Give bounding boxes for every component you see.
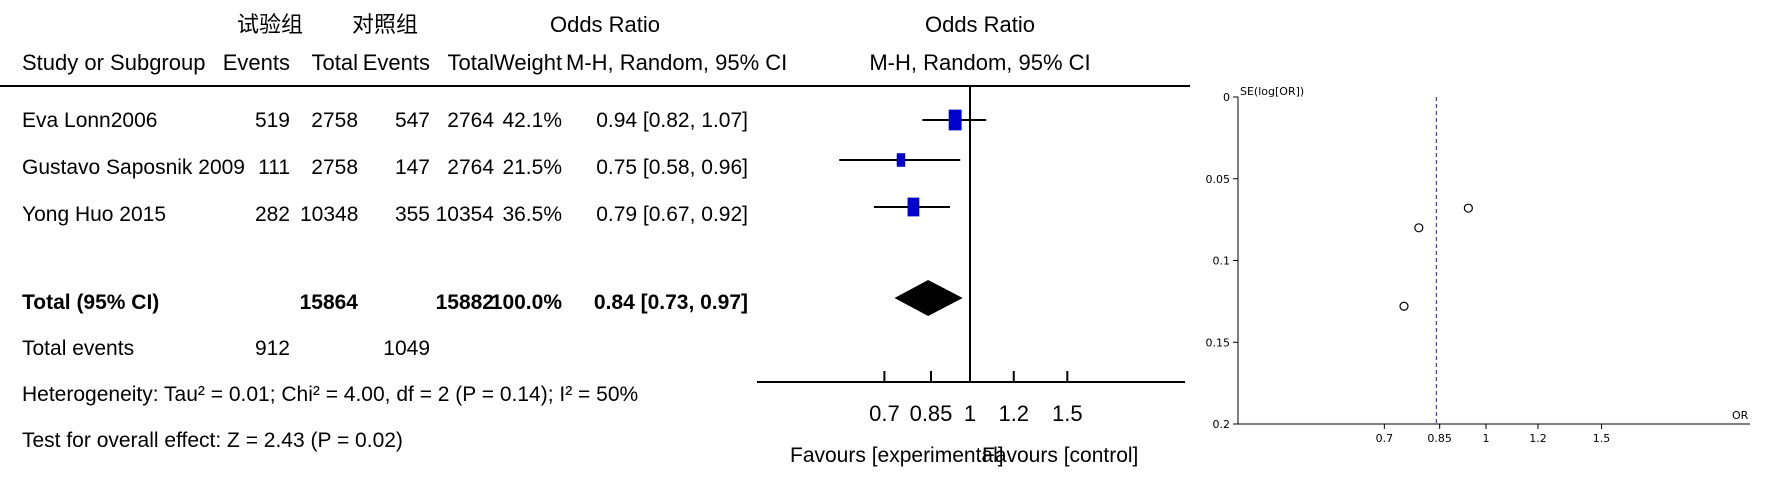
events-exp: 111: [258, 156, 290, 179]
funnel-y-tick-label: 0: [1223, 91, 1230, 104]
header-events-exp: Events: [222, 50, 290, 75]
forest-x-tick-label: 1: [964, 401, 976, 426]
total-ctl: 10354: [435, 203, 494, 226]
funnel-x-tick-label: 0.85: [1427, 432, 1452, 445]
header-total-exp: Total: [311, 50, 358, 75]
funnel-y-tick-label: 0.15: [1206, 336, 1231, 349]
funnel-y-tick-label: 0.1: [1213, 255, 1231, 268]
overall-effect-text: Test for overall effect: Z = 2.43 (P = 0…: [22, 429, 403, 452]
forest-x-tick-label: 0.85: [910, 401, 953, 426]
heterogeneity-text: Heterogeneity: Tau² = 0.01; Chi² = 4.00,…: [22, 383, 639, 406]
total-exp: 2758: [311, 156, 358, 179]
weight: 36.5%: [502, 203, 562, 226]
weight: 21.5%: [502, 156, 562, 179]
total-events-label: Total events: [22, 337, 135, 360]
events-ctl: 355: [394, 203, 430, 226]
funnel-y-axis-label: SE(log[OR]): [1240, 85, 1304, 98]
funnel-point: [1414, 223, 1424, 233]
funnel-point: [1463, 203, 1473, 213]
header-method-plot: M-H, Random, 95% CI: [869, 50, 1091, 75]
ci-text: 0.75 [0.58, 0.96]: [596, 156, 748, 179]
study-name: Gustavo Saposnik 2009: [22, 156, 245, 179]
forest-plot: 0.7 0.85 1 1.2 1.5 Favours [experimental]Favo…: [757, 87, 1185, 467]
forest-x-tick-label: 1.5: [1052, 401, 1083, 426]
study-effect-marker: [907, 197, 920, 217]
forest-x-tick-label: 1.2: [998, 401, 1029, 426]
study-name: Yong Huo 2015: [22, 203, 167, 226]
total-label: Total (95% CI): [22, 291, 160, 314]
pooled-effect-diamond: [894, 280, 963, 316]
funnel-x-tick-label: 1: [1483, 432, 1490, 445]
funnel-x-tick-label: 0.7: [1376, 432, 1394, 445]
funnel-point: [1399, 301, 1409, 311]
total-ctl-sum: 15882: [435, 291, 494, 314]
ci-text: 0.94 [0.82, 1.07]: [596, 109, 748, 132]
header-odds-ratio-table: Odds Ratio: [549, 12, 661, 37]
events-exp: 519: [254, 109, 290, 132]
favours-control-label: Favours [control]: [982, 444, 1138, 467]
header-odds-ratio-plot: Odds Ratio: [924, 12, 1036, 37]
funnel-x-axis-label: OR: [1732, 409, 1749, 422]
funnel-y-tick-label: 0.2: [1213, 418, 1231, 431]
funnel-x-tick-label: 1.5: [1593, 432, 1611, 445]
header-events-ctl: Events: [362, 50, 430, 75]
total-weight: 100.0%: [490, 291, 562, 314]
total-ctl: 2764: [447, 109, 494, 132]
favours-experimental-label: Favours [experimental]: [790, 444, 1004, 467]
header-control-group: 对照组: [351, 12, 418, 37]
events-exp: 282: [254, 203, 290, 226]
total-ctl: 2764: [447, 156, 494, 179]
events-ctl: 547: [394, 109, 430, 132]
weight: 42.1%: [502, 109, 562, 132]
study-effect-marker: [896, 153, 906, 167]
header-weight: Weight: [494, 50, 563, 75]
total-ci-text: 0.84 [0.73, 0.97]: [593, 291, 748, 314]
funnel-x-tick-label: 1.2: [1529, 432, 1547, 445]
total-events-exp: 912: [254, 337, 290, 360]
header-experimental-group: 试验组: [236, 12, 303, 37]
study-effect-marker: [948, 109, 962, 131]
header-study: Study or Subgroup: [22, 50, 206, 75]
total-exp-sum: 15864: [299, 291, 358, 314]
header-rule: [0, 85, 1190, 87]
total-exp: 2758: [311, 109, 358, 132]
funnel-y-tick-label: 0.05: [1206, 173, 1231, 186]
header-total-ctl: Total: [447, 50, 494, 75]
study-name: Eva Lonn2006: [22, 109, 158, 132]
total-exp: 10348: [300, 203, 359, 226]
ci-text: 0.79 [0.67, 0.92]: [596, 203, 748, 226]
total-events-ctl: 1049: [383, 337, 430, 360]
forest-x-tick-label: 0.7: [869, 401, 900, 426]
events-ctl: 147: [394, 156, 430, 179]
